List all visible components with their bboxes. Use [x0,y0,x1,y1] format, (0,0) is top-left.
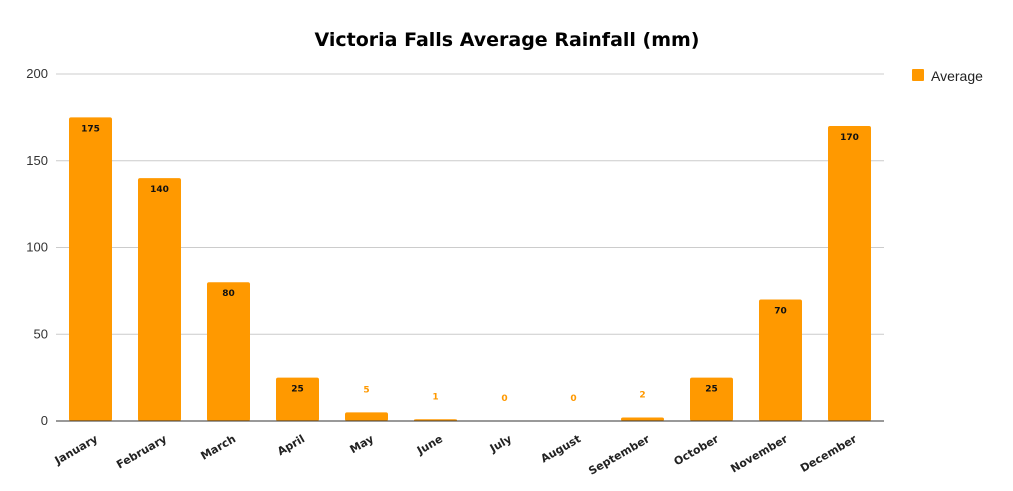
x-tick-label: February [114,432,169,471]
data-label: 25 [705,385,718,395]
chart-title: Victoria Falls Average Rainfall (mm) [314,29,699,51]
data-label: 0 [501,394,507,404]
bar-series: 175 140 80 25 5 1 0 0 2 25 70 170 [69,117,871,422]
y-tick-label: 0 [41,413,48,428]
data-label: 175 [81,124,100,134]
data-label: 25 [291,385,304,395]
y-tick-label: 100 [26,240,48,255]
y-tick-label: 200 [26,66,48,81]
bar-march [207,282,250,421]
y-tick-label: 150 [26,153,48,168]
x-tick-label: August [539,432,583,465]
x-tick-label: May [348,432,376,456]
bar-may [345,412,388,421]
x-tick-label: October [672,432,722,468]
bar-january [69,117,112,421]
x-axis: January February March April May June July Augu… [52,420,884,478]
x-tick-label: September [586,432,652,478]
x-tick-label: November [728,432,790,475]
data-label: 0 [570,394,576,404]
legend-swatch [912,69,924,81]
x-tick-label: March [198,432,238,462]
x-tick-label: December [798,432,859,475]
data-label: 140 [150,185,169,195]
data-label: 2 [639,391,645,401]
bar-february [138,178,181,421]
bar-november [759,299,802,421]
x-tick-label: April [275,432,307,458]
data-label: 170 [840,133,859,143]
bar-april [276,377,319,421]
y-tick-label: 50 [34,326,48,341]
legend-label: Average [931,68,983,84]
data-label: 70 [774,307,787,317]
bar-october [690,377,733,421]
data-label: 1 [432,392,438,402]
x-tick-label: July [487,432,514,455]
y-axis: 0 50 100 150 200 [26,66,48,428]
bar-september [621,417,664,421]
gridlines [56,73,884,335]
legend[interactable]: Average [912,68,983,84]
bar-december [828,126,871,422]
data-label: 80 [222,289,235,299]
x-tick-label: June [414,432,445,457]
x-tick-label: January [52,432,100,467]
data-label: 5 [363,385,369,395]
